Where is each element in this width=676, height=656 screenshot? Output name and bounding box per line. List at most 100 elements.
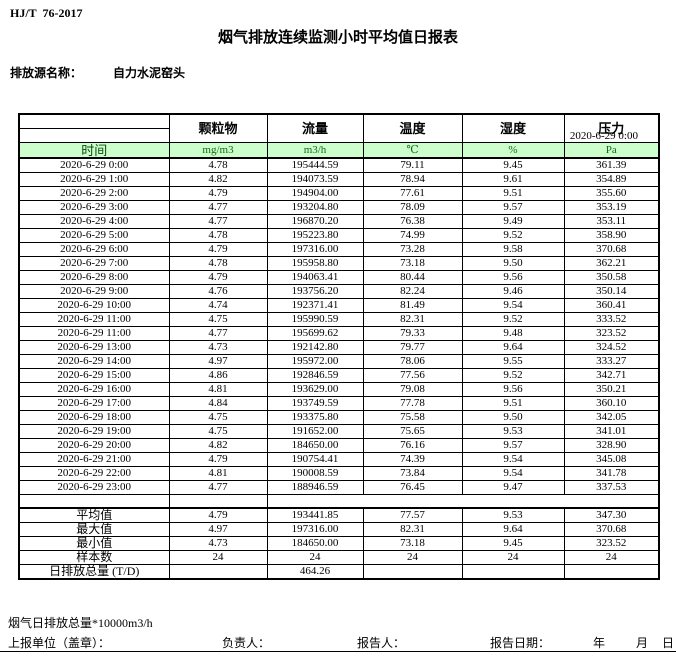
summary-label-cell: 最小值 [18,536,170,551]
header-corner-cell [18,113,170,143]
spacer-cell [19,494,170,509]
value-cell: 362.21 [563,256,660,271]
column-header-temperature: 温度 [362,113,463,143]
table-row: 2020-6-29 4:00 4.77 196870.20 76.38 9.49 353.… [18,214,660,229]
table-row: 2020-6-29 3:00 4.77 193204.80 78.09 9.57 353.… [18,200,660,215]
summary-value-cell: 9.53 [461,507,565,523]
value-cell: 4.82 [168,172,268,187]
value-cell: 342.71 [563,368,660,383]
time-cell: 2020-6-29 11:00 [18,312,170,327]
header-corner-bottom [20,129,168,142]
value-cell: 4.78 [168,256,268,271]
summary-value-cell: 82.31 [362,522,463,537]
summary-value-cell [563,564,660,580]
summary-value-cell: 370.68 [563,522,660,537]
value-cell: 77.56 [362,368,463,383]
value-cell: 9.49 [461,214,565,229]
report-date-label: 报告日期： [490,636,551,650]
standard-number: HJ/T 76-2017 [10,6,83,20]
value-cell: 82.31 [362,312,463,327]
table-row: 2020-6-29 22:00 4.81 190008.59 73.84 9.54 341… [18,466,660,481]
spacer-cell [564,494,659,509]
page-bottom-divider [0,651,676,652]
summary-value-cell: 24 [266,550,364,565]
value-cell: 360.10 [563,396,660,411]
value-cell: 328.90 [563,438,660,453]
value-cell: 193204.80 [266,200,364,215]
value-cell: 9.58 [461,242,565,257]
value-cell: 4.74 [168,298,268,313]
value-cell: 195990.59 [266,312,364,327]
responsible-person-label: 负责人： [222,636,271,650]
time-cell: 2020-6-29 20:00 [18,438,170,453]
value-cell: 81.49 [362,298,463,313]
value-cell: 9.52 [461,368,565,383]
time-cell: 2020-6-29 18:00 [18,410,170,425]
table-header-row: 颗粒物 流量 温度 湿度 压力 [18,113,660,143]
summary-value-cell: 184650.00 [266,536,364,551]
spacer-row [19,494,659,509]
page-title: 烟气排放连续监测小时平均值日报表 [217,30,458,46]
value-cell: 341.01 [563,424,660,439]
summary-label-cell: 最大值 [18,522,170,537]
summary-value-cell: 4.73 [168,536,268,551]
summary-row: 最小值 4.73 184650.00 73.18 9.45 323.52 [18,536,660,551]
summary-value-cell: 73.18 [362,536,463,551]
value-cell: 9.50 [461,410,565,425]
table-row: 2020-6-29 7:00 4.78 195958.80 73.18 9.50 362.… [18,256,660,271]
value-cell: 74.39 [362,452,463,467]
summary-value-cell [461,564,565,580]
unit-cell-humidity: % [461,142,565,159]
summary-label-cell: 日排放总量 (T/D) [18,564,170,580]
summary-row: 最大值 4.97 197316.00 82.31 9.64 370.68 [18,522,660,537]
value-cell: 74.99 [362,228,463,243]
time-cell: 2020-6-29 21:00 [18,452,170,467]
spacer-cell [267,494,363,509]
value-cell: 82.24 [362,284,463,299]
value-cell: 341.78 [563,466,660,481]
summary-value-cell: 77.57 [362,507,463,523]
value-cell: 9.50 [461,256,565,271]
time-cell: 2020-6-29 14:00 [18,354,170,369]
summary-value-cell: 24 [563,550,660,565]
value-cell: 193629.00 [266,382,364,397]
value-cell: 78.06 [362,354,463,369]
value-cell: 79.77 [362,340,463,355]
value-cell: 353.19 [563,200,660,215]
value-cell: 79.08 [362,382,463,397]
value-cell: 9.56 [461,270,565,285]
value-cell: 9.55 [461,354,565,369]
value-cell: 9.64 [461,340,565,355]
value-cell: 9.54 [461,466,565,481]
value-cell: 4.77 [168,200,268,215]
table-row: 2020-6-29 11:00 4.77 195699.62 79.33 9.48 323… [18,326,660,341]
table-row: 2020-6-29 20:00 4.82 184650.00 76.16 9.57 328… [18,438,660,453]
month-label: 月 [636,636,649,650]
value-cell: 79.11 [362,157,463,173]
value-cell: 4.82 [168,438,268,453]
time-cell: 2020-6-29 0:00 [18,157,170,173]
summary-value-cell [362,564,463,580]
summary-row: 样本数 24 24 24 24 24 [18,550,660,565]
summary-row: 平均值 4.79 193441.85 77.57 9.53 347.30 [18,507,660,523]
table-row: 2020-6-29 2:00 4.79 194904.00 77.61 9.51 355.… [18,186,660,201]
value-cell: 4.81 [168,382,268,397]
value-cell: 333.52 [563,312,660,327]
value-cell: 350.58 [563,270,660,285]
time-cell: 2020-6-29 8:00 [18,270,170,285]
table-row: 2020-6-29 1:00 4.82 194073.59 78.94 9.61 354.… [18,172,660,187]
value-cell: 73.84 [362,466,463,481]
value-cell: 195972.00 [266,354,364,369]
time-cell: 2020-6-29 13:00 [18,340,170,355]
summary-value-cell: 197316.00 [266,522,364,537]
value-cell: 195444.59 [266,157,364,173]
value-cell: 4.76 [168,284,268,299]
value-cell: 350.14 [563,284,660,299]
header-corner-top [20,115,168,129]
value-cell: 73.18 [362,256,463,271]
table-row: 2020-6-29 19:00 4.75 191652.00 75.65 9.53 341… [18,424,660,439]
value-cell: 4.78 [168,157,268,173]
summary-label-cell: 样本数 [18,550,170,565]
value-cell: 4.77 [168,214,268,229]
time-cell: 2020-6-29 5:00 [18,228,170,243]
